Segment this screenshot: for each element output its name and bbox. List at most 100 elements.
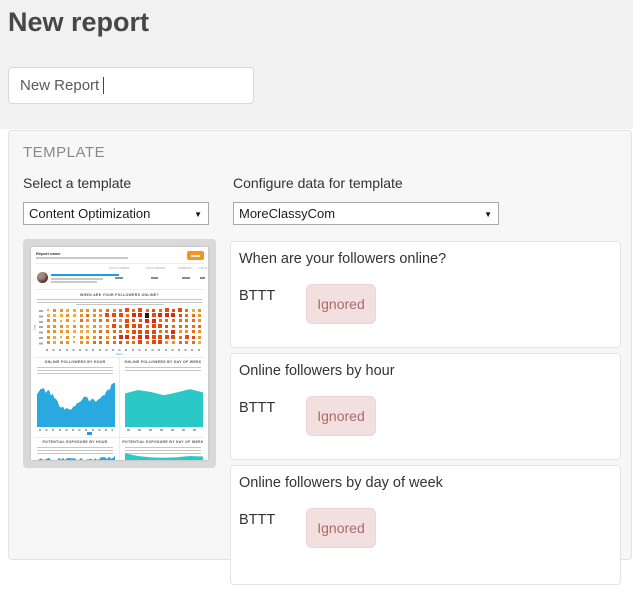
punchcard-dot — [119, 340, 123, 344]
punchcard-dot — [138, 324, 143, 329]
punchcard-dot — [99, 340, 103, 344]
template-preview-thumbnail[interactable]: Report name FOLLOWERS FOLLOWING TWEETS L… — [23, 239, 216, 468]
punchcard-dot — [79, 324, 83, 328]
punchcard-dot — [145, 318, 149, 323]
punchcard-dot — [171, 335, 176, 339]
punchcard-dot — [125, 308, 130, 312]
template-select-value: Content Optimization — [29, 206, 151, 221]
punchcard-dot — [132, 319, 136, 323]
punchcard-dot — [131, 329, 136, 334]
template-panel: TEMPLATE Select a template Content Optim… — [8, 130, 632, 585]
punchcard-dot — [99, 313, 103, 317]
punchcard-dot — [151, 313, 156, 318]
punchcard-dot — [145, 329, 149, 334]
punchcard-dot — [112, 324, 116, 329]
punchcard-dot — [191, 335, 195, 339]
punchcard-dot — [66, 330, 70, 334]
punchcard-dot — [171, 313, 176, 318]
punchcard-dot — [119, 330, 123, 334]
punchcard-dot — [191, 324, 195, 328]
punchcard-dot — [184, 335, 189, 339]
punchcard-dot — [185, 324, 189, 328]
account-link-placeholder — [51, 274, 119, 276]
punchcard-dot — [46, 319, 50, 323]
template-section-heading: TEMPLATE — [23, 144, 106, 161]
punchcard-day-ticks — [39, 310, 43, 347]
punchcard-dot — [145, 335, 149, 339]
punchcard-dot — [46, 340, 50, 344]
punchcard-dot — [53, 335, 57, 339]
punchcard-dot — [119, 308, 123, 312]
punchcard-dot — [191, 308, 195, 312]
punchcard-dot — [185, 308, 189, 312]
module-code: BTTT — [239, 400, 276, 416]
punchcard-dot — [178, 308, 182, 312]
stat-value-placeholder — [115, 277, 123, 279]
punchcard-dot — [171, 308, 175, 312]
template-select[interactable]: Content Optimization ▼ — [23, 202, 209, 225]
module-code: BTTT — [239, 288, 276, 304]
account-bio-placeholder — [51, 278, 103, 280]
punchcard-dot — [132, 308, 136, 312]
divider — [119, 437, 120, 460]
page-title: New report — [8, 7, 150, 37]
ignored-button[interactable]: Ignored — [306, 508, 376, 548]
punchcard-dot — [138, 329, 143, 334]
punchcard-dot — [138, 313, 143, 318]
punchcard-dot — [92, 335, 96, 339]
punchcard-dot — [145, 308, 149, 312]
punchcard-dot — [86, 313, 90, 317]
punchcard-dot — [72, 324, 76, 328]
punchcard-dot — [99, 324, 103, 328]
punchcard-dot — [79, 308, 83, 312]
report-name-input[interactable]: New Report — [8, 67, 254, 104]
ignored-button[interactable]: Ignored — [306, 396, 376, 436]
chevron-down-icon: ▼ — [194, 210, 202, 219]
export-button-icon — [187, 251, 204, 260]
punchcard-dot — [73, 336, 76, 338]
punchcard-dot — [178, 324, 182, 328]
punchcard-dot — [125, 324, 130, 329]
divider — [35, 289, 204, 290]
punchcard-dot — [119, 319, 123, 323]
punchcard-dot — [171, 340, 175, 344]
punchcard-dot — [132, 340, 136, 344]
punchcard-dot — [198, 330, 202, 334]
punchcard-dot — [165, 340, 169, 344]
punchcard-dot — [178, 340, 182, 344]
punchcard-dot — [125, 318, 130, 323]
punchcard-dot — [185, 340, 189, 344]
potential-exposure-by-day-chart — [125, 453, 203, 460]
punchcard-dot — [132, 335, 136, 339]
panel-title-exposure-hour: POTENTIAL EXPOSURE BY HOUR — [42, 440, 108, 444]
punchcard-dot — [191, 330, 195, 334]
punchcard-dot — [92, 324, 96, 328]
punchcard-dot — [99, 330, 103, 334]
divider — [119, 357, 120, 460]
data-source-select[interactable]: MoreClassyCom ▼ — [233, 202, 499, 225]
preview-col-tweets: TWEETS — [178, 266, 192, 270]
punchcard-dot — [105, 324, 109, 328]
module-title: When are your followers online? — [239, 251, 447, 267]
punchcard-dot — [105, 319, 109, 323]
punchcard-dot — [86, 330, 90, 334]
punchcard-dot — [198, 335, 202, 339]
punchcard-dot — [72, 313, 76, 317]
punchcard-dot — [198, 324, 202, 328]
punchcard-dot — [92, 319, 96, 323]
punchcard-dot — [138, 319, 142, 323]
punchcard-dot — [46, 313, 50, 317]
avatar — [37, 272, 48, 283]
punchcard-x-axis-label: Hour — [116, 352, 123, 356]
section-description-placeholder — [37, 299, 202, 304]
punchcard-dot — [53, 313, 57, 317]
punchcard-dot — [105, 330, 109, 334]
punchcard-dot — [46, 335, 50, 339]
punchcard-dot — [105, 340, 109, 344]
data-source-select-value: MoreClassyCom — [239, 206, 336, 221]
punchcard-dot — [171, 319, 175, 323]
report-preview-page: Report name FOLLOWERS FOLLOWING TWEETS L… — [31, 247, 208, 460]
highlighted-hour-marker — [87, 432, 92, 435]
punchcard-dot — [178, 319, 182, 323]
ignored-button[interactable]: Ignored — [306, 284, 376, 324]
